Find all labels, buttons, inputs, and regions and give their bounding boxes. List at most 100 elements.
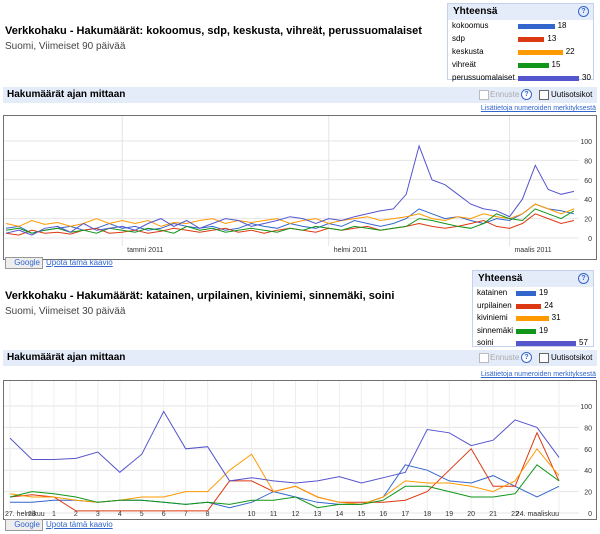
x-tick-label: 6 (162, 511, 166, 518)
info-link[interactable]: Lisätietoja numeroiden merkityksestä (480, 105, 596, 112)
total-value: 24 (544, 300, 554, 310)
x-tick-label: 4 (118, 511, 122, 518)
total-value: 18 (557, 21, 567, 30)
x-tick-label: 13 (314, 511, 322, 518)
chart-box: 0 20 40 60 80 100 27. helmikuu 28 1 2 3 4 5 6 7 8 10 11 12… (3, 380, 597, 520)
total-value: 22 (565, 47, 575, 56)
forecast-label: Ennuste (490, 353, 520, 362)
legend-name: kiviniemi (477, 313, 508, 322)
help-icon[interactable]: ? (578, 273, 589, 284)
news-checkbox[interactable] (539, 353, 549, 363)
total-value: 30 (582, 73, 591, 82)
x-tick-label: 14 (336, 511, 344, 518)
help-icon[interactable]: ? (578, 6, 589, 17)
legend-name: keskusta (452, 47, 484, 56)
total-bar (516, 316, 549, 321)
y-tick-label: 20 (584, 217, 592, 224)
legend-name: urpilainen (477, 300, 512, 310)
totals-box: Yhteensä? katainen 19 urpilainen 24 kiviniemi… (472, 270, 594, 347)
x-tick-label: 21 (489, 511, 497, 518)
news-checkbox[interactable] (539, 90, 549, 100)
x-tick-label: maalis 2011 (514, 247, 551, 254)
y-tick-label: 60 (584, 178, 592, 185)
forecast-checkbox[interactable] (479, 353, 489, 363)
x-tick-label: helmi 2011 (334, 247, 368, 254)
y-tick-label: 80 (584, 158, 592, 165)
total-value: 15 (551, 60, 561, 69)
x-tick-label: 12 (292, 511, 300, 518)
x-tick-label: 18 (423, 511, 431, 518)
series-line (9, 410, 560, 484)
forecast-checkbox[interactable] (479, 90, 489, 100)
x-tick-label: tammi 2011 (127, 247, 163, 254)
totals-box: Yhteensä? kokoomus 18 sdp 13 keskusta 22 vihreä… (447, 3, 594, 82)
embed-badge[interactable]: Google (5, 257, 43, 269)
info-link[interactable]: Lisätietoja numeroiden merkityksestä (480, 371, 596, 378)
series-line (9, 464, 560, 509)
x-tick-label: 1 (52, 511, 56, 518)
x-tick-label: 2 (74, 511, 78, 518)
legend-name: katainen (477, 288, 508, 297)
x-tick-label: 3 (96, 511, 100, 518)
totals-heading-text: Yhteensä (453, 6, 498, 17)
embed-link[interactable]: Upota tämä kaavio (46, 520, 113, 529)
totals-heading-text: Yhteensä (478, 273, 523, 284)
series-line (5, 144, 575, 236)
section-bar: Hakumäärät ajan mittaan Ennuste? Uutisotsi… (3, 350, 597, 366)
y-tick-label: 20 (584, 490, 592, 497)
y-tick-label: 0 (588, 511, 592, 518)
section-bar: Hakumäärät ajan mittaan Ennuste? Uutisotsi… (3, 87, 597, 103)
x-tick-label: 20 (467, 511, 475, 518)
news-label: Uutisotsikot (551, 353, 593, 362)
y-tick-label: 100 (580, 404, 592, 411)
section-title: Hakumäärät ajan mittaan (7, 352, 126, 363)
x-tick-label: 5 (140, 511, 144, 518)
series-line (5, 203, 575, 227)
legend-name: kokoomus (452, 21, 489, 30)
total-bar (518, 76, 579, 81)
chart-box: 0 20 40 60 80 100 tammi 2011 helmi 2011 maalis 2… (3, 115, 597, 260)
y-tick-label: 60 (584, 447, 592, 454)
series-line (5, 208, 575, 234)
total-value: 19 (539, 325, 548, 335)
y-tick-label: 80 (584, 425, 592, 432)
x-tick-label: 17 (401, 511, 409, 518)
total-bar (518, 50, 563, 55)
total-bar (518, 37, 545, 42)
news-label: Uutisotsikot (551, 90, 593, 99)
total-value: 31 (551, 313, 561, 322)
forecast-label: Ennuste (490, 90, 520, 99)
x-tick-label: 10 (248, 511, 256, 518)
total-bar (516, 291, 536, 296)
total-bar (516, 303, 542, 309)
panel-subtitle: Suomi, Viimeiset 30 päivää (5, 306, 126, 317)
legend-name: soini (477, 338, 494, 347)
x-tick-label: 24. maaliskuu (516, 511, 559, 518)
total-bar (518, 63, 549, 68)
help-icon[interactable]: ? (521, 352, 532, 363)
chart: 0 20 40 60 80 100 tammi 2011 helmi 2011 maalis 2… (4, 116, 592, 254)
y-tick-label: 100 (580, 139, 592, 146)
total-value: 13 (547, 34, 557, 43)
total-value: 57 (579, 338, 588, 347)
help-icon[interactable]: ? (521, 89, 532, 100)
x-tick-label: 8 (206, 511, 210, 518)
panel-subtitle: Suomi, Viimeiset 90 päivää (5, 41, 126, 52)
totals-heading: Yhteensä? (448, 4, 593, 20)
embed-link[interactable]: Upota tämä kaavio (46, 258, 113, 267)
x-tick-label: 15 (357, 511, 365, 518)
y-tick-label: 40 (584, 197, 592, 204)
embed-badge[interactable]: Google (5, 519, 43, 531)
x-tick-label: 19 (445, 511, 453, 518)
x-tick-label: 27. helmikuu (5, 511, 45, 518)
x-tick-label: 16 (379, 511, 387, 518)
x-tick-label: 28 (28, 511, 36, 518)
x-tick-label: 11 (270, 511, 277, 518)
total-bar (516, 328, 536, 334)
legend-name: sdp (452, 34, 465, 43)
totals-heading: Yhteensä? (473, 271, 593, 287)
panel-title: Verkkohaku - Hakumäärät: kokoomus, sdp, … (5, 25, 422, 37)
y-tick-label: 40 (584, 468, 592, 475)
